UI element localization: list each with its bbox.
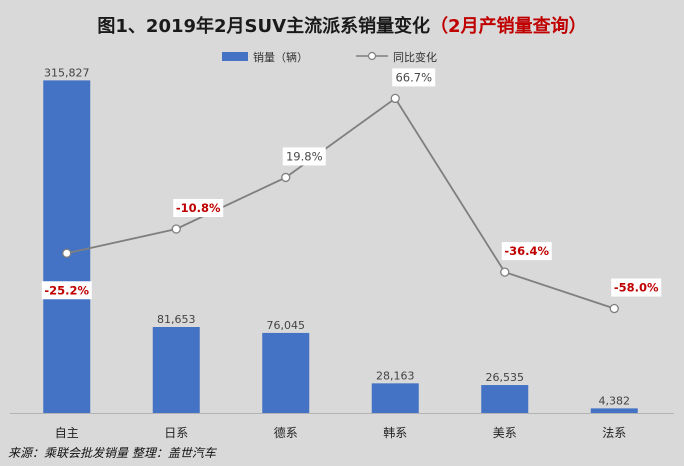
line-label-bg-4 <box>501 242 552 261</box>
line-point-4 <box>500 267 510 277</box>
bar-value-label-3: 28,163 <box>376 369 415 382</box>
source-note: 来源：乘联会批发销量 整理：盖世汽车 <box>8 446 218 460</box>
line-label-bg-5 <box>611 278 662 297</box>
line-point-1 <box>171 224 181 234</box>
bar-1 <box>152 327 200 413</box>
legend-line-marker <box>367 51 377 61</box>
legend-line-label: 同比变化 <box>393 50 437 64</box>
bar-0 <box>43 80 91 414</box>
bar-series: 315,827 自主 81,653 日系 76,045 德系 28,163 韩系 26,535 美… <box>43 66 638 440</box>
bar-value-label-1: 81,653 <box>157 313 196 326</box>
line-point-3 <box>390 93 400 104</box>
bar-value-label-2: 76,045 <box>267 319 306 332</box>
line-label-bg-3 <box>392 68 436 87</box>
bar-value-label-0: 315,827 <box>44 66 90 79</box>
legend-bar-label: 销量（辆） <box>253 50 308 64</box>
bar-value-label-5: 4,382 <box>599 394 631 407</box>
bar-3 <box>371 383 419 413</box>
line-series: -25.2% -10.8% 19.8% 66.7% -36.4% -58.0% <box>41 68 662 314</box>
line-label-bg-1 <box>173 198 224 217</box>
line-value-label-4: -36.4% <box>504 244 549 258</box>
line-value-label-3: 66.7% <box>395 70 432 84</box>
line-point-2 <box>281 172 291 183</box>
bar-4 <box>481 385 529 413</box>
x-tick-label-2: 德系 <box>274 425 298 440</box>
legend-bar-swatch <box>222 52 248 61</box>
bar-2 <box>262 332 310 413</box>
line-value-label-5: -58.0% <box>614 281 659 295</box>
x-tick-label-5: 法系 <box>602 426 626 440</box>
line-label-bg-2 <box>282 147 326 166</box>
legend: 销量（辆） 同比变化 <box>222 50 437 64</box>
bar-value-label-4: 26,535 <box>486 371 525 384</box>
x-tick-label-4: 美系 <box>493 426 517 440</box>
line-point-5 <box>609 303 619 314</box>
x-tick-label-1: 日系 <box>164 426 188 440</box>
bar-5 <box>590 408 638 413</box>
line-value-label-1: -10.8% <box>176 201 221 215</box>
line-point-0 <box>62 248 72 258</box>
chart-title: 图1、2019年2月SUV主流派系销量变化（2月产销量查询） <box>97 15 586 37</box>
x-tick-label-0: 自主 <box>55 426 79 440</box>
chart-title-main: 图1、2019年2月SUV主流派系销量变化 <box>97 15 430 37</box>
line-label-bg-0 <box>41 281 92 300</box>
line-path <box>66 97 615 310</box>
line-value-label-2: 19.8% <box>286 149 323 163</box>
x-tick-label-3: 韩系 <box>383 425 407 440</box>
chart-title-paren: （2月产销量查询） <box>430 15 587 37</box>
line-value-label-0: -25.2% <box>44 283 89 297</box>
